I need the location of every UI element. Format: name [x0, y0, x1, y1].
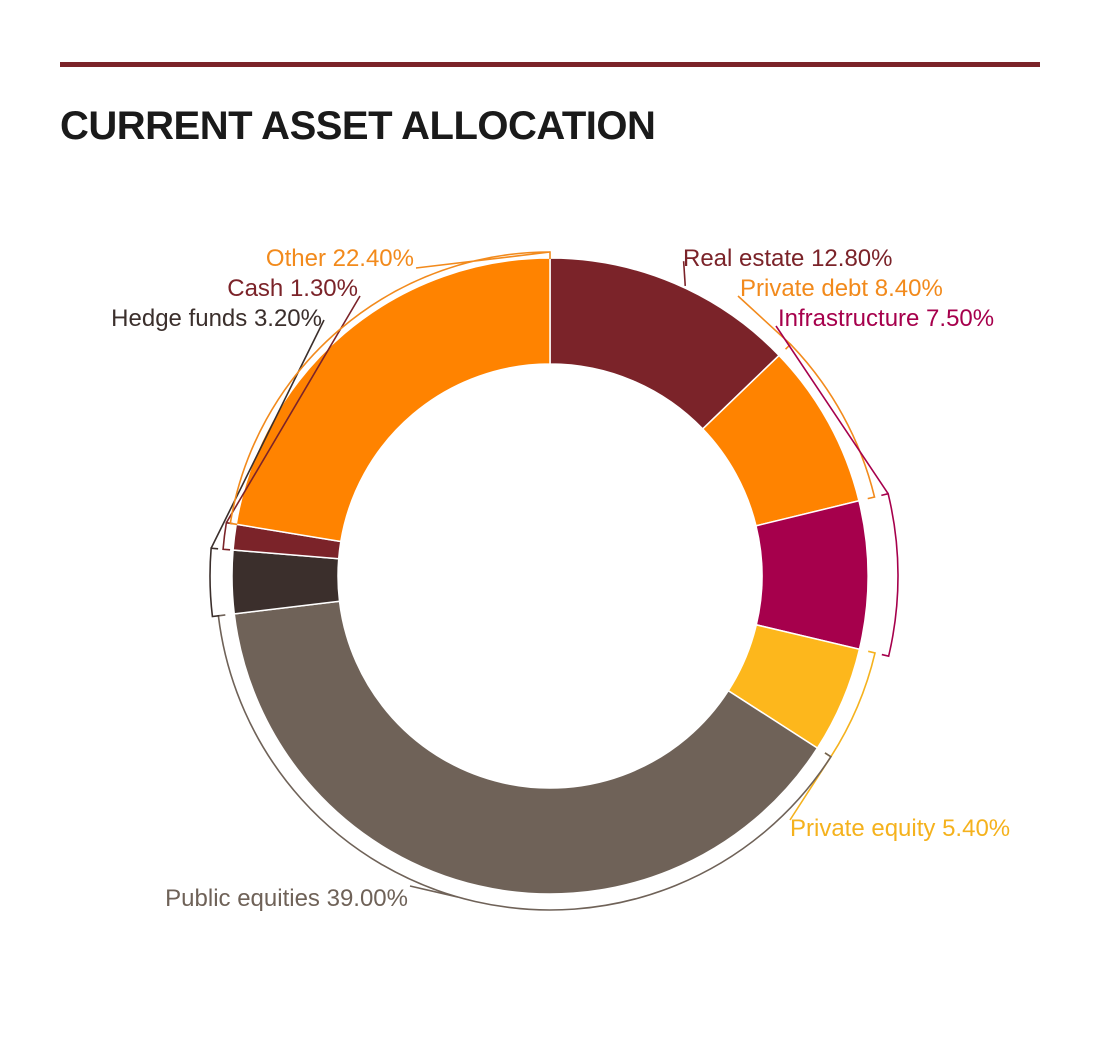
chart-title: CURRENT ASSET ALLOCATION — [60, 104, 656, 148]
leader-hedge-funds — [209, 319, 325, 618]
leader-real-estate — [682, 261, 687, 287]
leader-public-equities — [217, 614, 832, 911]
slice-labels: Real estate 12.80% Private debt 8.40% Infr… — [111, 245, 1010, 912]
label-public-equities: Public equities 39.00% — [165, 885, 408, 912]
leader-cash — [222, 295, 361, 551]
leader-private-debt — [737, 295, 876, 500]
leader-infrastructure — [775, 325, 899, 658]
donut-slices — [231, 257, 869, 895]
label-infrastructure: Infrastructure 7.50% — [778, 305, 994, 332]
slice-infrastructure — [755, 499, 869, 651]
label-leaders — [209, 251, 899, 911]
title-rule — [60, 62, 1040, 67]
label-private-debt: Private debt 8.40% — [740, 275, 943, 302]
label-private-equity: Private equity 5.40% — [790, 815, 1010, 842]
label-real-estate: Real estate 12.80% — [683, 245, 892, 272]
label-hedge-funds: Hedge funds 3.20% — [111, 305, 322, 332]
label-cash: Cash 1.30% — [227, 275, 358, 302]
leader-other — [229, 251, 551, 526]
slice-public-equities — [233, 600, 819, 895]
label-other: Other 22.40% — [266, 245, 414, 272]
